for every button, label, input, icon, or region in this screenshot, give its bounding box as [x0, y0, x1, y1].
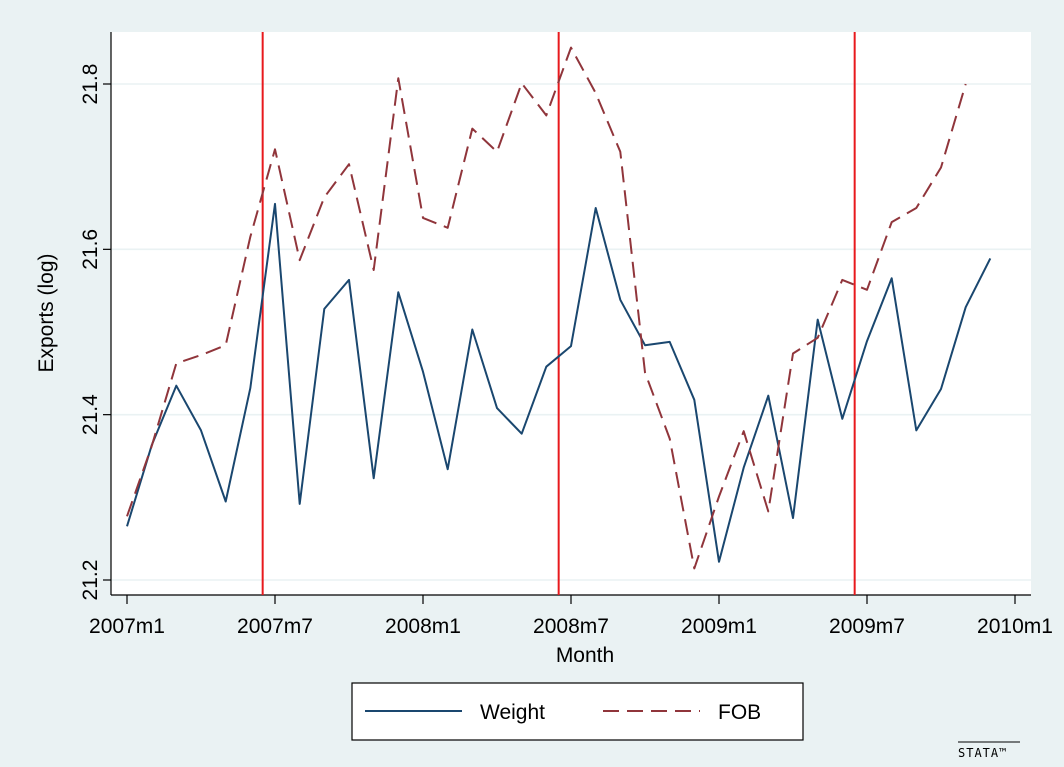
x-tick-label: 2007m7	[237, 615, 313, 638]
series-line-weight	[126, 202, 992, 563]
x-tick-label: 2008m7	[533, 615, 609, 638]
y-tick-label: 21.2	[79, 560, 102, 601]
legend: Weight FOB	[351, 682, 804, 741]
x-tick-label: 2010m1	[977, 615, 1053, 638]
x-axis: 2007m1 2007m7 2008m1 2008m7 2009m1 2009m7 2010…	[89, 594, 1053, 638]
series-lines	[126, 46, 992, 570]
stata-logo: STATA™	[958, 741, 1020, 760]
reference-lines	[261, 32, 856, 595]
y-axis: 21.2 21.4 21.6 21.8	[79, 32, 112, 601]
x-tick-label: 2008m1	[385, 615, 461, 638]
legend-label-fob: FOB	[718, 701, 761, 724]
x-tick-label: 2009m1	[681, 615, 757, 638]
stata-logo-text: STATA™	[958, 746, 1007, 760]
plot-area	[111, 32, 1031, 595]
y-tick-label: 21.4	[79, 394, 102, 435]
x-tick-label: 2009m7	[829, 615, 905, 638]
legend-label-weight: Weight	[480, 701, 545, 724]
y-tick-label: 21.8	[79, 64, 102, 105]
gridlines	[111, 83, 1031, 581]
y-tick-label: 21.6	[79, 229, 102, 270]
x-axis-title: Month	[556, 644, 614, 667]
x-tick-label: 2007m1	[89, 615, 165, 638]
y-axis-title: Exports (log)	[35, 253, 58, 372]
series-line-fob	[126, 46, 967, 570]
